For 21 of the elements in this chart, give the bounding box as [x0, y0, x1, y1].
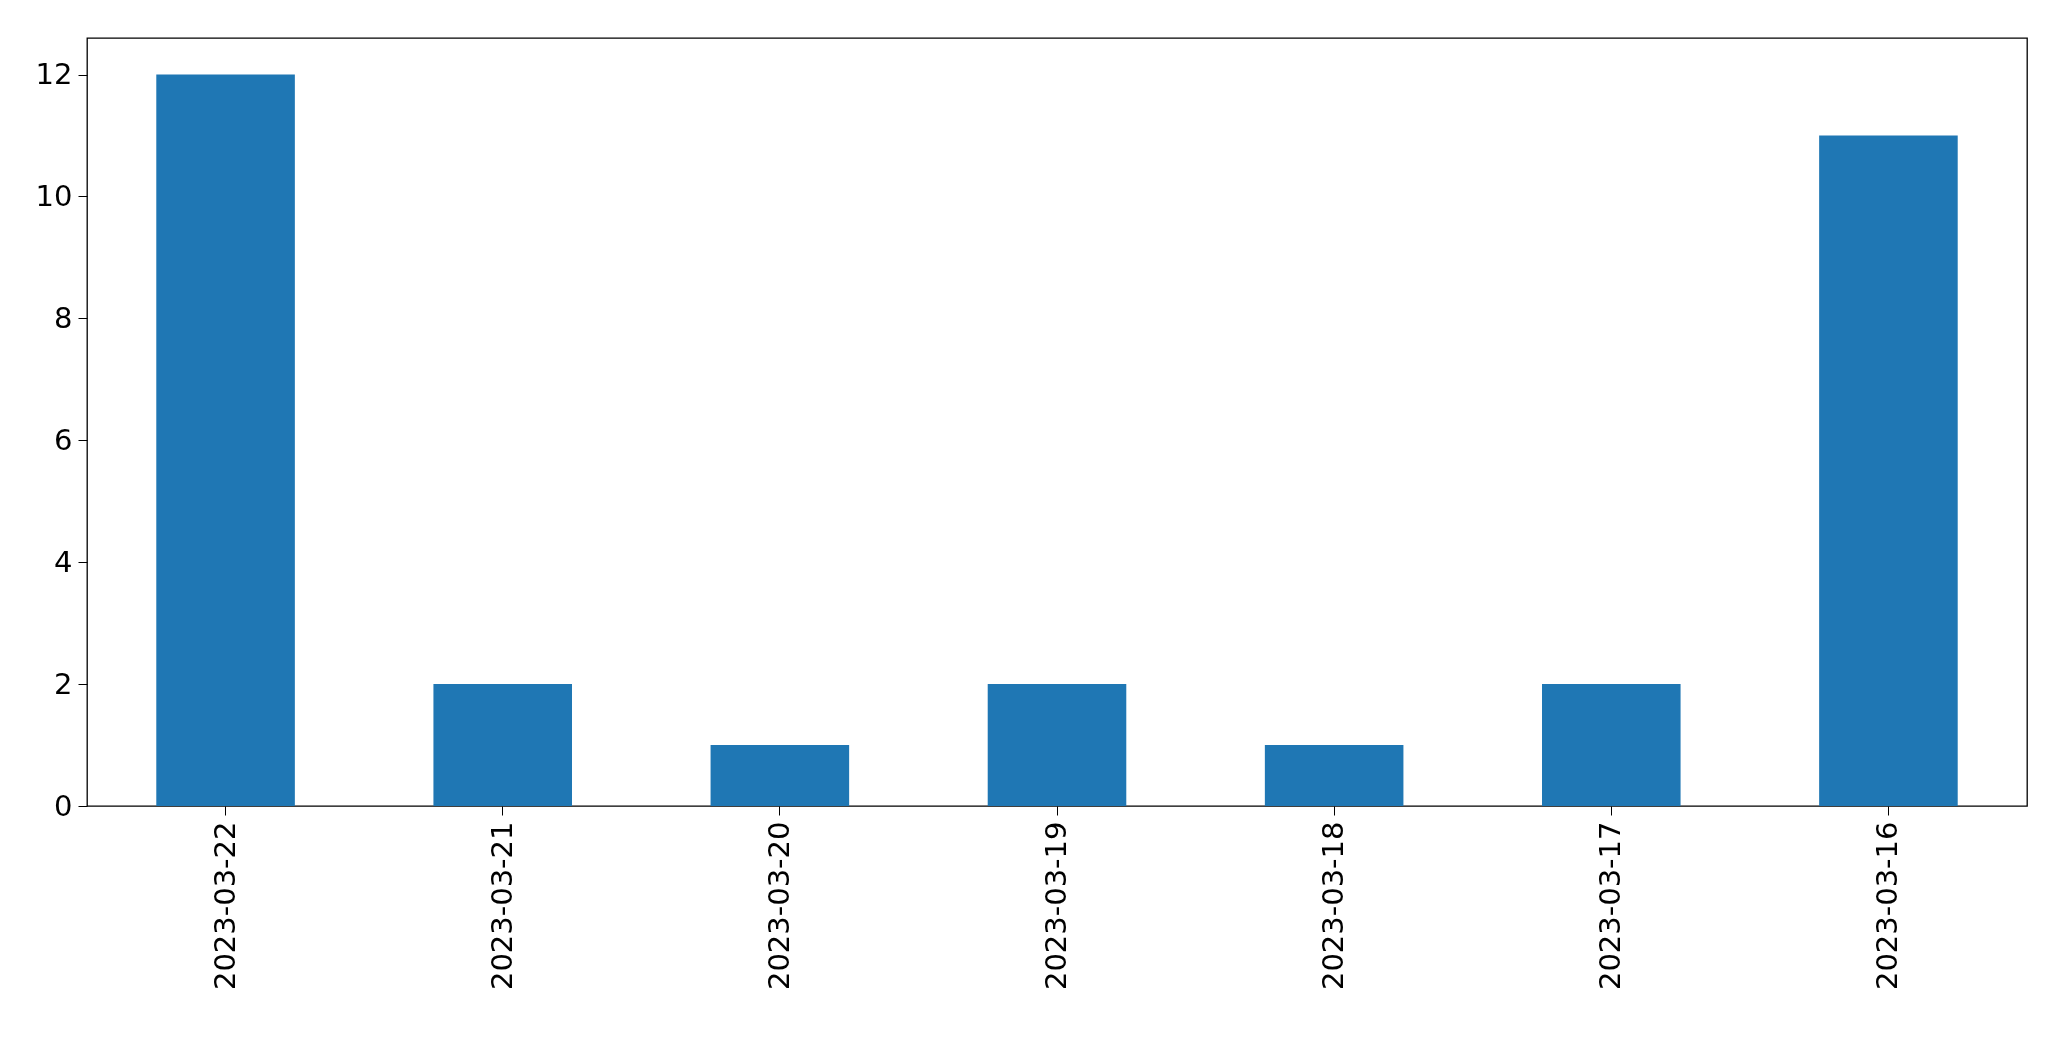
x-tick-label: 2023-03-18 — [1316, 821, 1351, 991]
x-tick-label: 2023-03-19 — [1039, 821, 1073, 991]
x-tick-label: 2023-03-21 — [484, 821, 519, 991]
x-tick-label: 2023-03-16 — [1870, 821, 1905, 991]
y-tick-label: 2 — [54, 666, 73, 701]
bar — [1542, 684, 1681, 806]
x-tick-label: 2023-03-20 — [761, 821, 796, 991]
bar — [433, 684, 572, 806]
y-tick-label: 6 — [54, 422, 73, 457]
x-tick-label: 2023-03-17 — [1593, 821, 1628, 991]
x-tick-label: 2023-03-22 — [207, 821, 242, 991]
bar — [710, 745, 850, 806]
y-tick-label: 4 — [54, 544, 73, 579]
y-tick-label: 8 — [54, 300, 73, 335]
y-tick-label: 10 — [35, 178, 73, 213]
bar — [1819, 135, 1958, 806]
bar — [156, 74, 295, 806]
y-tick-label: 12 — [35, 57, 73, 92]
y-tick-label: 0 — [54, 788, 73, 823]
bar — [1264, 745, 1404, 806]
bar — [987, 684, 1127, 806]
